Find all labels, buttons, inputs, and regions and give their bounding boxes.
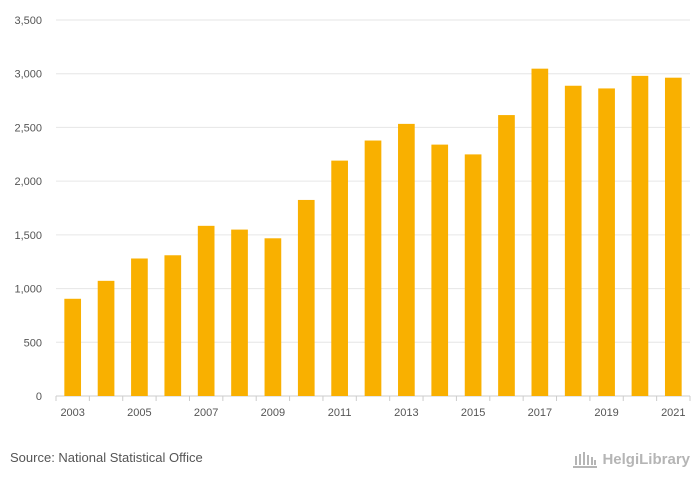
bar-2020 [631,75,649,396]
library-building-icon [573,452,598,468]
x-tick-label: 2015 [461,407,485,419]
y-tick-label: 3,000 [14,69,42,81]
bar-2014 [431,144,449,396]
brand-name: HelgiLibrary [602,450,690,468]
x-axis-ticks: 2003 2005 2007 2009 2011 2013 2015 2017 2019 2021 [55,396,691,419]
x-tick-label: 2019 [594,407,618,419]
y-tick-label: 500 [24,337,42,349]
bar-2008 [231,229,248,396]
bar-2010 [297,199,315,396]
bar-2019 [598,88,615,396]
x-tick-label: 2011 [328,407,352,419]
bar-2012 [364,140,382,396]
bar-2016 [498,115,515,397]
bar-2004 [97,280,115,396]
x-tick-label: 2007 [194,407,218,419]
bar-2013 [398,123,415,397]
x-tick-label: 2017 [528,407,552,419]
y-axis-ticks: 0 500 1,000 1,500 2,000 2,500 3,000 3,500 [14,15,42,403]
y-tick-label: 1,500 [14,230,42,242]
y-tick-label: 2,000 [14,176,42,188]
x-tick-label: 2003 [60,407,84,419]
bar-2006 [164,255,182,396]
bar-2011 [331,160,348,396]
x-tick-label: 2013 [394,407,418,419]
x-tick-label: 2021 [661,407,685,419]
bar-2009 [264,238,282,396]
bar-2005 [131,258,148,396]
x-tick-label: 2005 [127,407,151,419]
x-tick-label: 2009 [261,407,285,419]
source-note: Source: National Statistical Office [10,450,203,465]
bar-2021 [664,77,682,396]
bar-2017 [531,68,549,396]
bar-2015 [464,154,482,396]
bar-2003 [64,298,82,396]
bars [64,68,682,397]
y-tick-label: 0 [36,391,42,403]
y-tick-label: 2,500 [14,122,42,134]
brand-logo[interactable]: HelgiLibrary [572,447,690,471]
y-tick-label: 1,000 [14,284,42,296]
bar-2007 [197,225,215,396]
bar-2018 [564,85,582,397]
y-tick-label: 3,500 [14,15,42,27]
